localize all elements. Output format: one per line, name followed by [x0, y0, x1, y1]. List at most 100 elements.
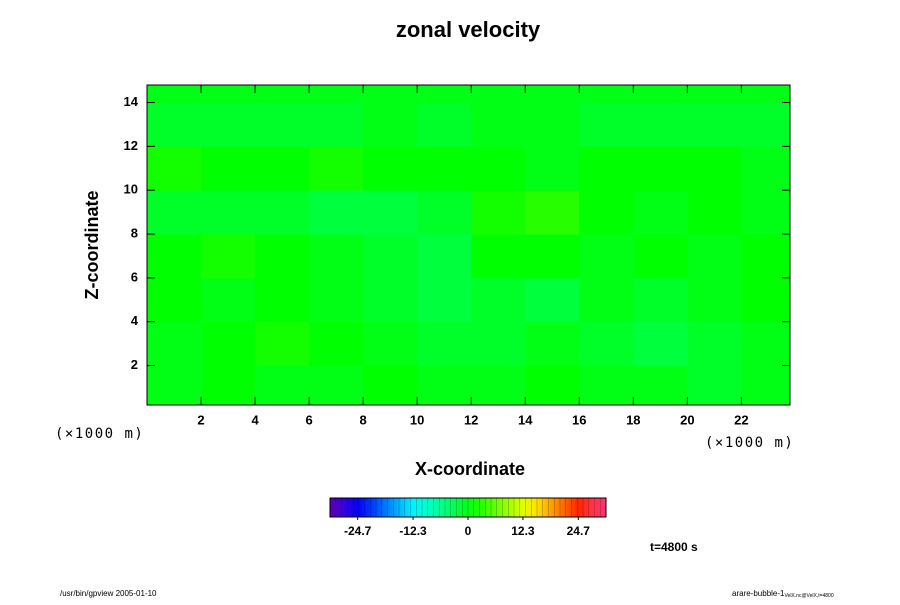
- cell: [147, 146, 202, 191]
- cell: [201, 102, 256, 147]
- x-tick-label: 18: [626, 412, 640, 427]
- cell: [741, 321, 790, 367]
- cell: [417, 146, 472, 191]
- cell: [471, 146, 526, 191]
- cell: [741, 190, 790, 235]
- cell: [471, 234, 526, 279]
- footer-left: /usr/bin/gpview 2005-01-10: [60, 589, 157, 598]
- cell: [255, 85, 310, 104]
- cell: [471, 321, 526, 367]
- y-tick-label: 8: [131, 225, 138, 240]
- plot-frame: [146, 84, 791, 406]
- cell: [633, 85, 688, 104]
- cell: [147, 190, 202, 235]
- x-tick-label: 22: [734, 412, 748, 427]
- cell: [417, 234, 472, 279]
- cell: [363, 190, 418, 235]
- footer-right: arare-bubble-1VelX.nc@VelX,t=4800: [732, 589, 834, 599]
- cell: [201, 277, 256, 323]
- cell: [579, 365, 634, 405]
- cell: [471, 277, 526, 323]
- cell: [255, 321, 310, 367]
- cell: [417, 190, 472, 235]
- cell: [579, 146, 634, 191]
- cell: [579, 85, 634, 104]
- cell: [471, 190, 526, 235]
- cell: [201, 146, 256, 191]
- footer-right-sub: VelX.nc@VelX,t=4800: [784, 593, 833, 599]
- x-tick-label: 6: [305, 412, 312, 427]
- cell: [525, 146, 580, 191]
- cell: [255, 190, 310, 235]
- cell: [741, 234, 790, 279]
- cell: [471, 85, 526, 104]
- cell: [525, 85, 580, 104]
- cell: [309, 85, 364, 104]
- cell: [147, 85, 202, 104]
- x-tick-label: 8: [360, 412, 367, 427]
- cell: [255, 365, 310, 405]
- colorbar-tick-label: -12.3: [399, 524, 427, 538]
- cell: [417, 321, 472, 367]
- cell: [633, 190, 688, 235]
- cell: [363, 277, 418, 323]
- cell: [363, 365, 418, 405]
- cell: [633, 277, 688, 323]
- cell: [147, 365, 202, 405]
- cell: [309, 277, 364, 323]
- cell: [417, 85, 472, 104]
- y-tick-label: 12: [124, 138, 138, 153]
- cell: [201, 190, 256, 235]
- cell: [687, 365, 742, 405]
- x-tick-label: 4: [251, 412, 259, 427]
- cell: [579, 321, 634, 367]
- cell: [309, 190, 364, 235]
- cell: [363, 321, 418, 367]
- cell: [687, 190, 742, 235]
- cell: [363, 234, 418, 279]
- y-tick-label: 4: [131, 313, 139, 328]
- cell: [525, 234, 580, 279]
- chart-title: zonal velocity: [396, 17, 541, 42]
- y-axis-label: Z-coordinate: [82, 190, 102, 299]
- cell: [687, 146, 742, 191]
- cell: [363, 85, 418, 104]
- cell: [309, 321, 364, 367]
- colorbar-tick-label: -24.7: [344, 524, 372, 538]
- cell: [525, 321, 580, 367]
- colorbar-tick-label: 0: [465, 524, 472, 538]
- cell: [741, 365, 790, 405]
- colorbar-tick-label: 24.7: [567, 524, 591, 538]
- cell: [417, 365, 472, 405]
- cell: [147, 277, 202, 323]
- y-tick-label: 2: [131, 357, 138, 372]
- cell: [687, 234, 742, 279]
- cell: [201, 234, 256, 279]
- cell: [633, 146, 688, 191]
- x-tick-label: 16: [572, 412, 586, 427]
- cell: [309, 102, 364, 147]
- cell: [309, 234, 364, 279]
- cell: [741, 277, 790, 323]
- cell: [525, 190, 580, 235]
- colorbar-tick-label: 12.3: [511, 524, 535, 538]
- cell: [579, 102, 634, 147]
- cell: [741, 102, 790, 147]
- y-tick-label: 6: [131, 269, 138, 284]
- cell: [363, 102, 418, 147]
- cell: [201, 321, 256, 367]
- cell: [309, 365, 364, 405]
- annotation: t=4800 s: [650, 540, 698, 554]
- x-axis-label: X-coordinate: [415, 459, 525, 479]
- cell: [687, 321, 742, 367]
- cell: [525, 277, 580, 323]
- cell: [579, 190, 634, 235]
- cell: [687, 277, 742, 323]
- x-tick-label: 2: [197, 412, 204, 427]
- cell: [741, 85, 790, 104]
- y-tick-label: 10: [124, 182, 138, 197]
- cell: [255, 102, 310, 147]
- x-tick-label: 14: [518, 412, 533, 427]
- cell: [417, 102, 472, 147]
